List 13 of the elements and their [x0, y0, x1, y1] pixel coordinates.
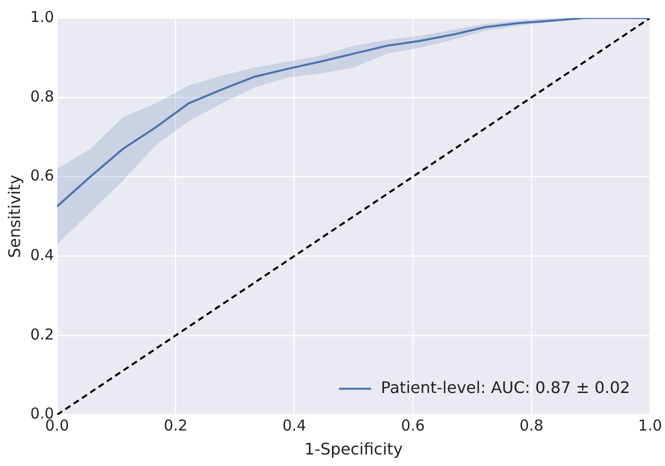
x-tick-label: 0.8 — [520, 416, 544, 435]
y-tick-label: 0.4 — [30, 246, 54, 264]
x-tick-label: 1.0 — [638, 416, 662, 435]
x-tick-label: 0.2 — [164, 416, 188, 435]
x-tick-label: 0.6 — [400, 416, 425, 435]
legend-label: Patient-level: AUC: 0.87 ± 0.02 — [380, 378, 630, 397]
x-axis-title: 1-Specificity — [304, 440, 403, 459]
y-tick-label: 1.0 — [30, 8, 54, 26]
x-tick-label: 0.4 — [282, 416, 306, 435]
y-tick-label: 0.6 — [30, 166, 54, 185]
y-tick-label: 0.2 — [30, 325, 54, 344]
y-tick-label: 0.8 — [30, 87, 54, 106]
y-axis-title: Sensitivity — [4, 174, 24, 258]
